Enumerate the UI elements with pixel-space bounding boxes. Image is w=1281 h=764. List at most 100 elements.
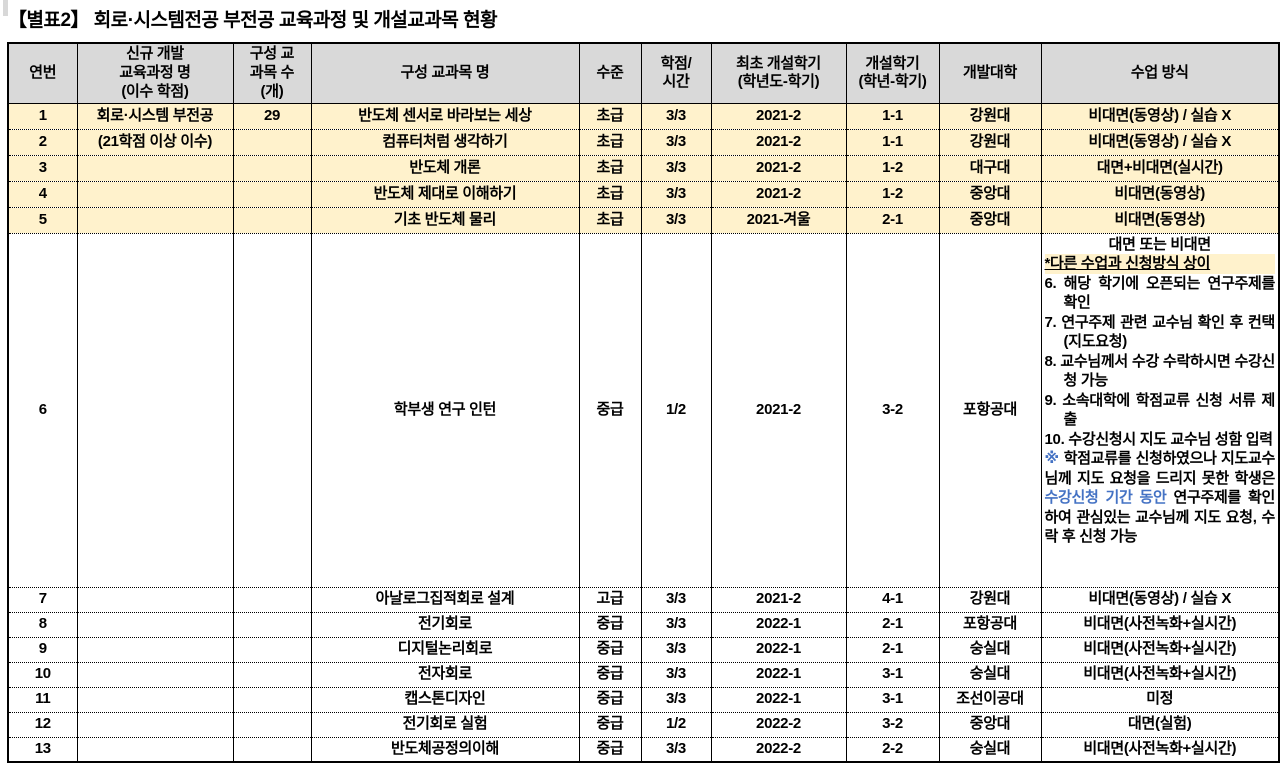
cell-university: 중앙대: [938, 711, 1042, 738]
cell-no: 5: [7, 206, 78, 234]
table-row: 1 회로·시스템 부전공 29 반도체 센서로 바라보는 세상 초급 3/3 2…: [7, 102, 1280, 130]
cell-method: 비대면(동영상) / 실습 X: [1040, 586, 1280, 613]
cell-no: 9: [7, 636, 78, 663]
cell-first-semester: 2021-겨울: [710, 206, 847, 234]
cell-program: [76, 686, 234, 713]
cell-course-count: [232, 636, 312, 663]
cell-credit-hours: 3/3: [640, 180, 712, 208]
cell-course-count: [232, 206, 312, 234]
cell-university: 숭실대: [938, 636, 1042, 663]
cell-course: 기초 반도체 물리: [310, 206, 580, 234]
cell-program: [76, 661, 234, 688]
col-header-course-name: 구성 교과목 명: [310, 43, 580, 104]
cell-semester: 1-2: [845, 180, 940, 208]
cell-course: 전자회로: [310, 661, 580, 688]
cell-no: 11: [7, 686, 78, 713]
cell-university: 숭실대: [938, 736, 1042, 763]
note-text-blue: 수강신청 기간 동안: [1044, 489, 1167, 506]
cell-level: 초급: [578, 180, 642, 208]
cell-credit-hours: 3/3: [640, 661, 712, 688]
cell-course-count: 29: [232, 102, 312, 130]
cell-semester: 1-1: [845, 128, 940, 156]
method-step: 8. 교수님께서 수강 수락하시면 수강신청 가능: [1044, 352, 1276, 390]
cell-semester: 3-1: [845, 686, 940, 713]
cell-semester: 3-2: [845, 232, 940, 588]
cell-credit-hours: 3/3: [640, 586, 712, 613]
cell-program: [76, 206, 234, 234]
page-title: 【별표2】 회로·시스템전공 부전공 교육과정 및 개설교과목 현황: [8, 10, 498, 31]
cell-level: 초급: [578, 206, 642, 234]
cell-first-semester: 2021-2: [710, 154, 847, 182]
cell-course: 반도체 센서로 바라보는 세상: [310, 102, 580, 130]
cell-program: [76, 711, 234, 738]
cell-course: 학부생 연구 인턴: [310, 232, 580, 588]
cell-level: 중급: [578, 661, 642, 688]
cell-level: 중급: [578, 711, 642, 738]
cell-no: 13: [7, 736, 78, 763]
note-text-before: 학점교류를 신청하였으나 지도교수님께 지도 요청을 드리지 못한 학생은: [1044, 450, 1276, 487]
col-header-program: 신규 개발 교육과정 명 (이수 학점): [76, 43, 234, 104]
method-note: ※ 학점교류를 신청하였으나 지도교수님께 지도 요청을 드리지 못한 학생은 …: [1045, 449, 1276, 547]
cell-credit-hours: 1/2: [640, 711, 712, 738]
cell-credit-hours: 3/3: [640, 128, 712, 156]
cell-method: 비대면(사전녹화+실시간): [1040, 636, 1280, 663]
cursor-marker: [3, 0, 8, 16]
cell-university: 포항공대: [938, 611, 1042, 638]
cell-university: 중앙대: [938, 206, 1042, 234]
cell-method: 미정: [1040, 686, 1280, 713]
table-row: 8 전기회로 중급 3/3 2022-1 2-1 포항공대 비대면(사전녹화+실…: [7, 611, 1280, 638]
cell-no: 12: [7, 711, 78, 738]
cell-credit-hours: 3/3: [640, 686, 712, 713]
cell-level: 중급: [578, 232, 642, 588]
cell-course: 디지털논리회로: [310, 636, 580, 663]
cell-semester: 3-2: [845, 711, 940, 738]
cell-course: 반도체 개론: [310, 154, 580, 182]
cell-course-count: [232, 128, 312, 156]
cell-level: 초급: [578, 128, 642, 156]
table-row: 12 전기회로 실험 중급 1/2 2022-2 3-2 중앙대 대면(실험): [7, 711, 1280, 738]
cell-method: 비대면(사전녹화+실시간): [1040, 736, 1280, 763]
col-header-course-count: 구성 교 과목 수 (개): [232, 43, 312, 104]
col-header-level: 수준: [578, 43, 642, 104]
cell-course: 반도체공정의이해: [310, 736, 580, 763]
curriculum-table: 연번 신규 개발 교육과정 명 (이수 학점) 구성 교 과목 수 (개) 구성…: [7, 42, 1280, 763]
cell-credit-hours: 3/3: [640, 636, 712, 663]
col-header-university: 개발대학: [938, 43, 1042, 104]
table-row: 10 전자회로 중급 3/3 2022-1 3-1 숭실대 비대면(사전녹화+실…: [7, 661, 1280, 688]
header-row: 연번 신규 개발 교육과정 명 (이수 학점) 구성 교 과목 수 (개) 구성…: [7, 43, 1280, 104]
cell-semester: 4-1: [845, 586, 940, 613]
cell-first-semester: 2021-2: [710, 232, 847, 588]
cell-program: 회로·시스템 부전공: [76, 102, 234, 130]
table-row: 3 반도체 개론 초급 3/3 2021-2 1-2 대구대 대면+비대면(실시…: [7, 154, 1280, 182]
cell-course: 캡스톤디자인: [310, 686, 580, 713]
cell-course-count: [232, 154, 312, 182]
table-row: 4 반도체 제대로 이해하기 초급 3/3 2021-2 1-2 중앙대 비대면…: [7, 180, 1280, 208]
cell-course-count: [232, 232, 312, 588]
table-row: 13 반도체공정의이해 중급 3/3 2022-2 2-2 숭실대 비대면(사전…: [7, 736, 1280, 763]
cell-level: 고급: [578, 586, 642, 613]
cell-level: 중급: [578, 611, 642, 638]
cell-university: 포항공대: [938, 232, 1042, 588]
cell-program: [76, 232, 234, 588]
cell-credit-hours: 3/3: [640, 206, 712, 234]
table-row: 9 디지털논리회로 중급 3/3 2022-1 2-1 숭실대 비대면(사전녹화…: [7, 636, 1280, 663]
cell-program: [76, 180, 234, 208]
cell-first-semester: 2022-2: [710, 711, 847, 738]
method-step: 7. 연구주제 관련 교수님 확인 후 컨택(지도요청): [1044, 313, 1276, 351]
cell-program: [76, 636, 234, 663]
cell-university: 대구대: [938, 154, 1042, 182]
cell-level: 중급: [578, 686, 642, 713]
col-header-semester: 개설학기 (학년-학기): [845, 43, 940, 104]
cell-semester: 2-2: [845, 736, 940, 763]
cell-semester: 1-2: [845, 154, 940, 182]
cell-no: 4: [7, 180, 78, 208]
table-row: 11 캡스톤디자인 중급 3/3 2022-1 3-1 조선이공대 미정: [7, 686, 1280, 713]
note-marker: ※: [1044, 450, 1060, 467]
cell-program: [76, 586, 234, 613]
cell-no: 8: [7, 611, 78, 638]
cell-method: 비대면(사전녹화+실시간): [1040, 611, 1280, 638]
cell-first-semester: 2021-2: [710, 180, 847, 208]
cell-course-count: [232, 586, 312, 613]
cell-no: 7: [7, 586, 78, 613]
cell-program: (21학점 이상 이수): [76, 128, 234, 156]
